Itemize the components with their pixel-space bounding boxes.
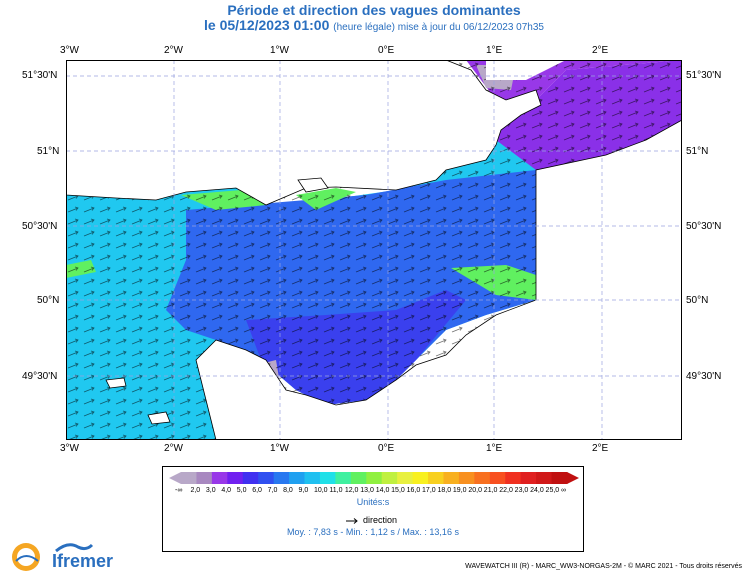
map-frame — [66, 60, 682, 440]
legend-tick-label: ∞ — [561, 487, 566, 494]
colorbar-swatch — [412, 472, 429, 484]
legend-tick-label: 20,0 — [468, 487, 482, 494]
legend-tick-label: 21,0 — [483, 487, 498, 494]
legend-tick-label: 2,0 — [190, 487, 201, 494]
colorbar-swatch — [304, 472, 321, 484]
legend-tick-label: 18,0 — [437, 487, 452, 494]
lat-label-right: 50°N — [686, 295, 709, 306]
lon-label-bottom: 2°W — [164, 443, 183, 454]
legend-tick-label: 11,0 — [329, 487, 343, 494]
legend-tick-label: 15,0 — [391, 487, 405, 494]
colorbar-swatch — [443, 472, 460, 484]
legend-tick-label: 6,0 — [252, 487, 262, 494]
colorbar-swatch — [335, 472, 352, 484]
map-subtitle: le 05/12/2023 01:00 (heure légale) mise … — [0, 17, 748, 33]
colorbar-swatch — [505, 472, 522, 484]
colorbar-swatch — [181, 472, 197, 484]
wave-period-map[interactable] — [66, 60, 682, 440]
lon-label-top: 2°E — [592, 45, 609, 56]
lon-label-top: 2°W — [164, 45, 183, 56]
colorbar-swatch — [289, 472, 306, 484]
legend-units: Unités:s — [356, 497, 390, 507]
lon-label-bottom: 2°E — [592, 443, 609, 454]
statistics: Moy. : 7,83 s - Min. : 1,12 s / Max. : 1… — [287, 527, 459, 537]
colorbar-swatch — [474, 472, 491, 484]
land — [66, 60, 682, 440]
legend-tick-label: 14,0 — [375, 487, 390, 494]
colorbar-swatch — [273, 472, 290, 484]
legend-tick-label: 4,0 — [221, 487, 232, 494]
colorbar-swatch — [520, 472, 537, 484]
legend-tick-label: 12,0 — [344, 487, 359, 494]
legend-tick-label: 24,0 — [530, 487, 544, 494]
colorbar-swatch — [196, 472, 213, 484]
legend-tick-label: 17,0 — [422, 487, 436, 494]
colorbar-left-arrow — [169, 472, 181, 484]
lat-label-right: 49°30'N — [686, 371, 722, 382]
colorbar-swatch — [242, 472, 259, 484]
colorbar-swatch — [428, 472, 444, 484]
colorbar-swatch — [350, 472, 367, 484]
legend: -∞ 2,0 3,0 4,0 5,0 6,0 7,0 8,0 9,0 10,0 11,0 12,0 13… — [162, 466, 584, 552]
lops-logo — [12, 543, 40, 571]
legend-tick-label: -∞ — [175, 487, 183, 494]
lon-label-bottom: 1°E — [486, 443, 503, 454]
legend-tick-label: 16,0 — [406, 487, 421, 494]
direction-arrow-icon — [346, 518, 358, 524]
lat-label-left: 50°30'N — [22, 221, 58, 232]
lat-label-left: 50°N — [37, 295, 60, 306]
colorbar-swatch — [551, 472, 568, 484]
subtitle-date: le 05/12/2023 01:00 — [204, 17, 330, 33]
legend-tick-label: 3,0 — [205, 487, 216, 494]
legend-tick-label: 19,0 — [452, 487, 467, 494]
colorbar-swatch — [319, 472, 336, 484]
lon-label-top: 1°W — [270, 45, 289, 56]
subtitle-note: (heure légale) mise à jour du 06/12/2023… — [333, 22, 544, 33]
colorbar-swatch — [211, 472, 228, 484]
legend-tick-label: 13,0 — [360, 487, 374, 494]
graticule — [66, 60, 682, 440]
colorbar-right-arrow — [567, 472, 579, 484]
lat-label-right: 51°N — [686, 146, 709, 157]
color-bar — [169, 472, 579, 484]
lat-label-left: 51°30'N — [22, 70, 58, 81]
direction-label: direction — [363, 515, 398, 525]
lat-label-left: 51°N — [37, 146, 60, 157]
credit-text: WAVEWATCH III (R) - MARC_WW3-NORGAS-2M -… — [465, 563, 742, 570]
legend-tick-label: 7,0 — [267, 487, 278, 494]
legend-tick-label: 9,0 — [298, 487, 309, 494]
ifremer-wave-logo — [55, 543, 94, 553]
lon-label-top: 0°E — [378, 45, 395, 56]
ifremer-logo: Ifremer — [52, 551, 114, 571]
colorbar-swatch — [227, 472, 244, 484]
lon-label-bottom: 3°W — [60, 443, 79, 454]
lat-label-left: 49°30'N — [22, 371, 58, 382]
colorbar-swatch — [258, 472, 275, 484]
lat-label-right: 50°30'N — [686, 221, 722, 232]
legend-tick-label: 5,0 — [236, 487, 247, 494]
colorbar-swatch — [489, 472, 506, 484]
lon-label-bottom: 0°E — [378, 443, 395, 454]
legend-tick-label: 25,0 — [545, 487, 560, 494]
lon-label-bottom: 1°W — [270, 443, 289, 454]
legend-tick-label: 8,0 — [283, 487, 293, 494]
legend-tick-label: 22,0 — [499, 487, 513, 494]
legend-tick-label: 10,0 — [313, 487, 328, 494]
legend-tick-label: 23,0 — [514, 487, 529, 494]
map-title: Période et direction des vagues dominant… — [227, 2, 521, 18]
colorbar-swatch — [397, 472, 414, 484]
colorbar-swatch — [458, 472, 475, 484]
lat-label-right: 51°30'N — [686, 70, 722, 81]
colorbar-swatch — [536, 472, 553, 484]
colorbar-swatch — [366, 472, 383, 484]
colorbar-swatch — [381, 472, 398, 484]
lon-label-top: 1°E — [486, 45, 503, 56]
lon-label-top: 3°W — [60, 45, 79, 56]
